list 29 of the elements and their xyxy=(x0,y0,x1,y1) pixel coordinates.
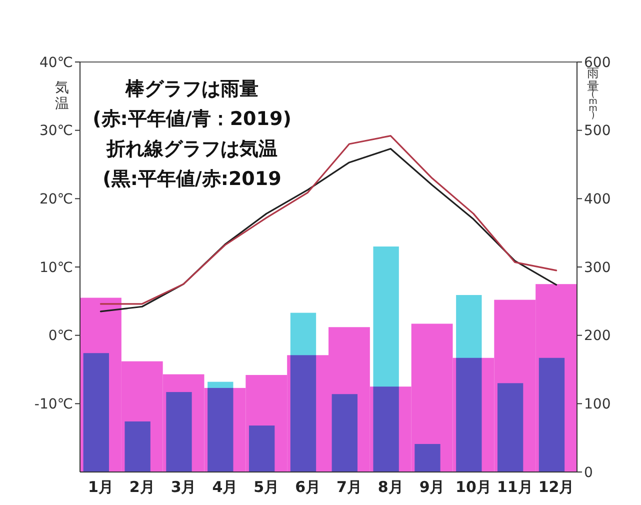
y2-tick-label: 400 xyxy=(584,192,611,208)
annotation: 折れ線グラフは気温 xyxy=(106,138,278,160)
y-tick-label: 10℃ xyxy=(39,260,73,276)
y-tick-label: -10℃ xyxy=(34,396,73,413)
y-tick-label: 0℃ xyxy=(48,328,73,344)
y2-tick-label: 100 xyxy=(584,396,611,413)
x-tick-label: 6月 xyxy=(295,478,321,496)
y2-tick-label: 200 xyxy=(584,328,611,344)
x-tick-label: 4月 xyxy=(212,478,238,496)
x-tick-label: 9月 xyxy=(419,478,445,496)
x-tick-label: 2月 xyxy=(129,478,155,496)
y-tick-label: 20℃ xyxy=(39,192,73,208)
y2-tick-label: 300 xyxy=(584,260,611,276)
x-tick-label: 12月 xyxy=(538,478,574,496)
y2-tick-label: 500 xyxy=(584,123,611,140)
annotation: (赤:平年値/青：2019) xyxy=(92,108,292,130)
x-tick-label: 5月 xyxy=(254,478,280,496)
y-axis-title: 気温 xyxy=(55,80,69,112)
y-tick-label: 40℃ xyxy=(39,54,73,71)
x-tick-label: 1月 xyxy=(88,478,114,496)
x-tick-label: 10月 xyxy=(456,478,492,496)
x-tick-label: 11月 xyxy=(496,478,533,496)
x-tick-label: 3月 xyxy=(170,478,196,496)
x-tick-label: 8月 xyxy=(378,478,404,496)
annotation: 棒グラフは雨量 xyxy=(124,78,258,100)
y2-tick-label: 0 xyxy=(584,464,593,481)
annotation: (黒:平年値/赤:2019 xyxy=(102,168,282,190)
y-tick-label: 30℃ xyxy=(39,123,73,140)
x-tick-label: 7月 xyxy=(336,478,362,496)
